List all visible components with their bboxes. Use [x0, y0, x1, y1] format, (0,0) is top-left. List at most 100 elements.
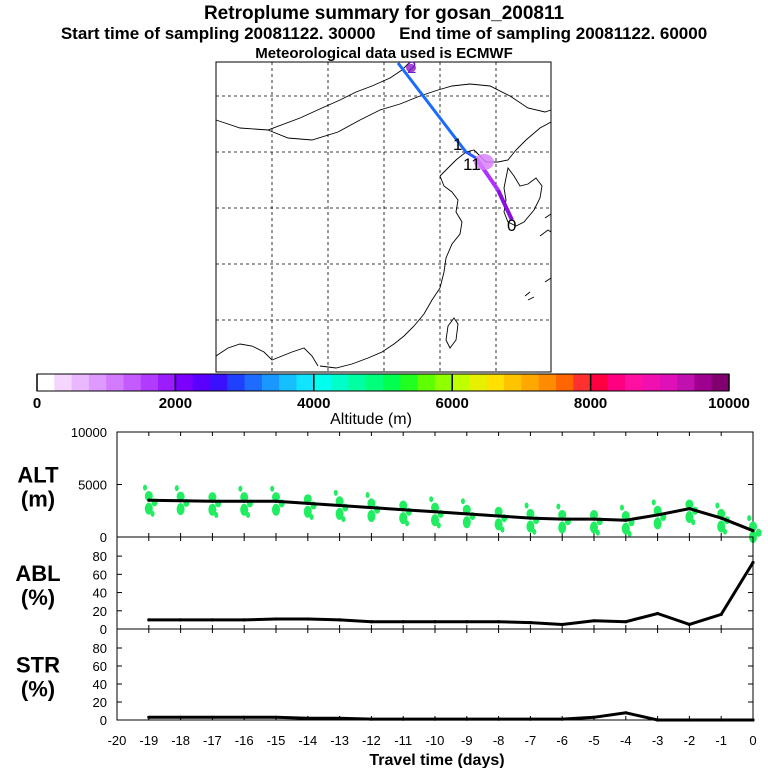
- x-axis-label: Travel time (days): [369, 752, 504, 768]
- series-point: [147, 715, 151, 719]
- series-point: [274, 617, 278, 621]
- series-point: [242, 618, 246, 622]
- plume-blob-2: [406, 64, 416, 72]
- altitude-particle: [429, 496, 434, 503]
- y-tick-label: 20: [93, 695, 107, 710]
- series-point: [592, 517, 596, 521]
- altitude-particle: [532, 528, 537, 535]
- series-point: [465, 717, 469, 721]
- colorbar-swatch: [711, 374, 730, 391]
- altitude-particle: [208, 503, 217, 516]
- y-tick-label: 5000: [78, 478, 107, 493]
- colorbar-swatch: [313, 374, 332, 391]
- series-point: [465, 512, 469, 516]
- series-point: [179, 499, 183, 503]
- colorbar-swatch: [279, 374, 297, 391]
- colorbar-swatch: [694, 374, 713, 391]
- colorbar-swatch: [400, 374, 419, 391]
- altitude-particle: [590, 509, 598, 520]
- series-point: [465, 620, 469, 624]
- colorbar-swatch: [521, 374, 540, 391]
- colorbar-tick-label: 6000: [436, 395, 469, 412]
- series-point: [592, 715, 596, 719]
- y-tick-label: 40: [93, 677, 107, 692]
- altitude-particle: [595, 529, 600, 536]
- altitude-particle: [436, 522, 441, 529]
- series-point: [624, 518, 628, 522]
- y-label: ALT: [17, 463, 59, 488]
- colorbar-swatch: [175, 374, 194, 391]
- colorbar-swatch: [417, 374, 436, 391]
- colorbar-swatch: [37, 374, 55, 391]
- altitude-particle: [335, 507, 344, 520]
- coastlines: [215, 61, 552, 369]
- trajectory-map: 2 1 11 0: [215, 58, 552, 373]
- altitude-particle: [341, 516, 346, 523]
- series-point: [656, 718, 660, 722]
- series-point: [433, 717, 437, 721]
- colorbar-tick-label: 2000: [159, 395, 192, 412]
- altitude-particle: [144, 502, 153, 515]
- altitude-particle: [240, 492, 249, 503]
- colorbar-swatch: [88, 374, 107, 391]
- series-point: [751, 529, 755, 533]
- series-point: [338, 503, 342, 508]
- altitude-particle: [303, 494, 312, 505]
- colorbar-swatch: [383, 374, 401, 391]
- map-label-2: 2: [407, 58, 416, 77]
- colorbar-swatch: [331, 374, 349, 391]
- series-point: [369, 506, 373, 510]
- x-tick-label: -6: [556, 733, 568, 748]
- panel-str: 80 60 40 20 0 STR(%): [16, 628, 755, 728]
- series-point: [306, 501, 310, 505]
- y-tick-label: 0: [100, 622, 107, 637]
- altitude-particle: [335, 496, 344, 507]
- altitude-particle: [717, 520, 726, 533]
- series-point: [751, 718, 755, 722]
- series-point: [624, 711, 628, 715]
- colorbar-swatch: [556, 374, 574, 391]
- series-point: [687, 622, 692, 627]
- colorbar-swatch: [227, 374, 246, 391]
- altitude-particle: [494, 506, 503, 517]
- colorbar-swatch: [261, 374, 280, 391]
- colorbar-swatch: [244, 374, 263, 391]
- x-tick-label: -14: [298, 733, 317, 748]
- altitude-particle: [431, 514, 439, 527]
- altitude-particle: [272, 503, 280, 516]
- colorbar-tick-label: 10000: [708, 395, 750, 412]
- y-tick-label: 60: [93, 659, 107, 674]
- altitude-particle: [399, 500, 408, 511]
- altitude-particle: [685, 499, 694, 510]
- altitude-particle: [691, 519, 696, 526]
- trajectory-blue-2: [465, 150, 477, 160]
- y-label-unit: (m): [21, 487, 55, 512]
- altitude-particle: [174, 485, 179, 492]
- series-point: [560, 717, 564, 721]
- altitude-particle: [333, 489, 338, 496]
- altitude-particle: [142, 484, 147, 491]
- series-line-abl: [148, 561, 755, 627]
- x-tick-label: -4: [620, 733, 632, 748]
- end-time-label: End time of sampling 20081122. 60000: [399, 24, 708, 43]
- colorbar-swatch: [677, 374, 695, 391]
- plume-blob: [474, 154, 494, 170]
- map-labels: 2 1 11 0: [407, 58, 516, 235]
- series-point: [528, 717, 533, 721]
- altitude-particle: [460, 498, 465, 505]
- y-tick-label: 10000: [71, 425, 107, 440]
- altitude-particle: [246, 511, 251, 518]
- series-point: [242, 715, 246, 719]
- altitude-particle: [238, 485, 243, 492]
- y-tick-label: 0: [100, 530, 107, 545]
- altitude-particle: [270, 485, 275, 492]
- x-tick-label: -15: [267, 733, 286, 748]
- altitude-particle: [150, 510, 155, 517]
- altitude-particle: [715, 502, 720, 509]
- trajectories: [396, 62, 514, 221]
- series-point: [497, 620, 501, 624]
- y-tick-label: 20: [93, 604, 107, 619]
- y-label-unit: (%): [21, 677, 55, 702]
- series-point: [560, 622, 564, 627]
- trajectory-violet: [496, 189, 514, 221]
